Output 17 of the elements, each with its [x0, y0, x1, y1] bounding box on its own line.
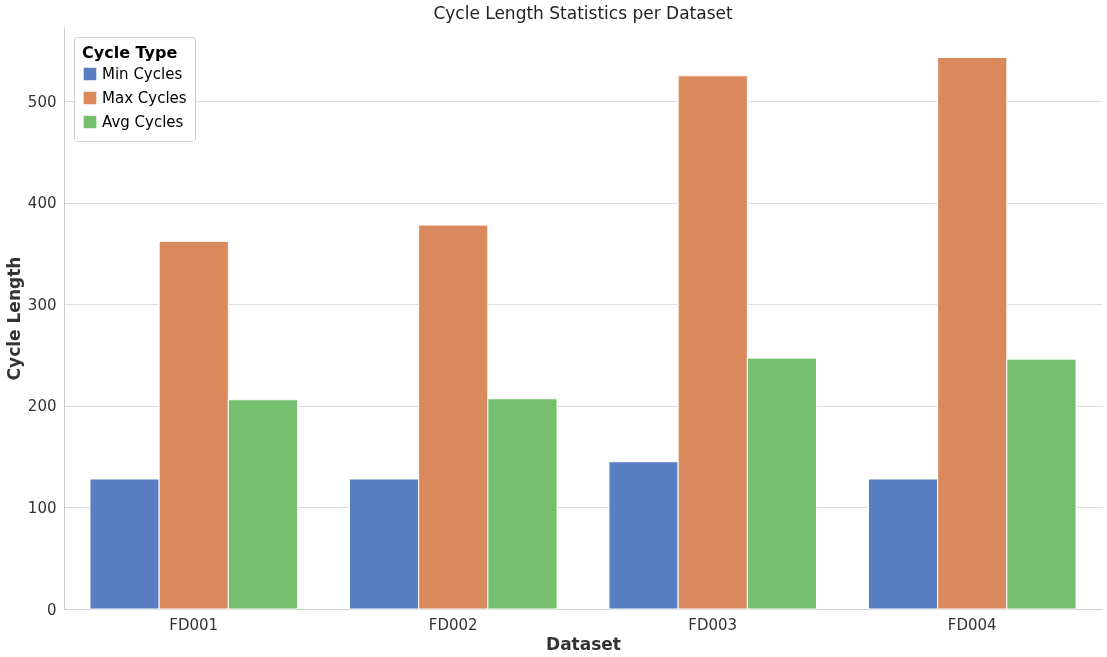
y-tick-label: 500: [27, 92, 57, 111]
x-tick-label: FD002: [428, 615, 478, 634]
y-axis-title: Cycle Length: [3, 256, 24, 381]
y-tick-label: 300: [27, 295, 57, 314]
chart-title: Cycle Length Statistics per Dataset: [433, 3, 733, 23]
legend-label: Max Cycles: [102, 89, 187, 107]
y-tick-label: 0: [46, 600, 57, 619]
y-tick-label: 100: [27, 498, 57, 517]
legend-label: Min Cycles: [102, 65, 183, 83]
y-tick-label: 400: [27, 194, 57, 213]
legend-label: Avg Cycles: [102, 113, 184, 131]
y-tick-label: 200: [27, 397, 57, 416]
x-tick-label: FD001: [169, 615, 219, 634]
x-tick-label: FD004: [947, 615, 997, 634]
x-axis-title: Dataset: [546, 633, 621, 654]
x-tick-label: FD003: [688, 615, 738, 634]
legend-title: Cycle Type: [82, 43, 178, 62]
